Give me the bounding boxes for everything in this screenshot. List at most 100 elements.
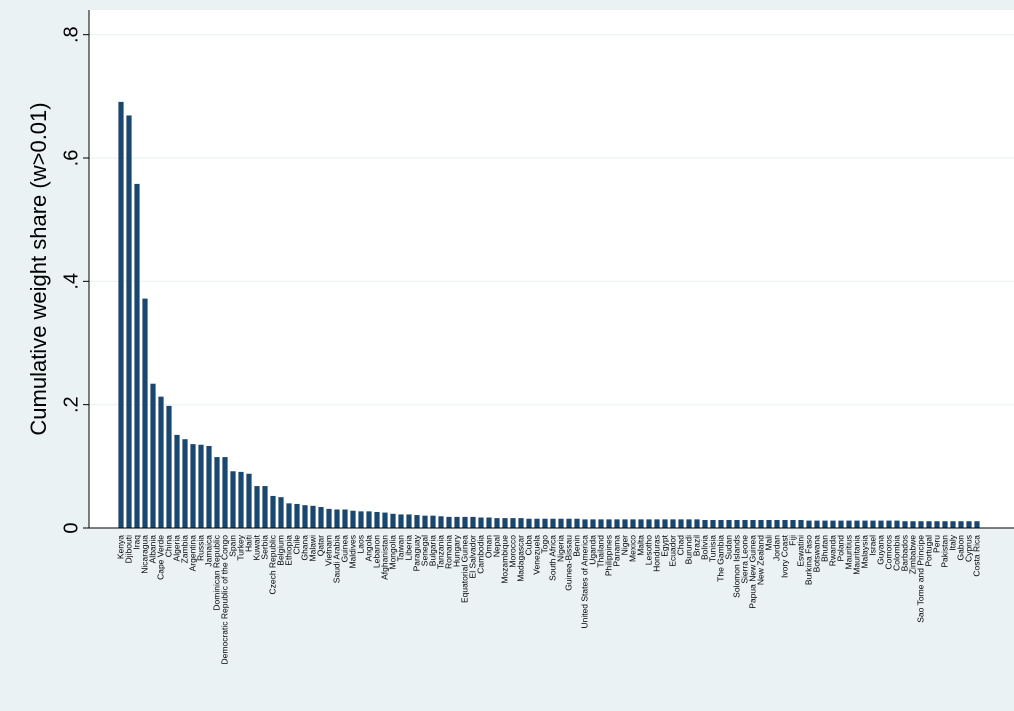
bar [422,515,428,528]
bar [702,519,708,528]
bar [886,520,892,528]
bar [942,521,948,528]
bar [406,514,412,528]
x-tick-label: Spain [227,535,237,557]
x-tick-label: Ecuador [667,535,677,567]
bar [926,521,932,528]
x-tick-label: Sierra Leone [739,535,749,584]
bar [766,519,772,528]
x-tick-label: South Africa [547,535,557,581]
x-tick-label: Bolivia [699,535,709,560]
bar [678,519,684,528]
x-tick-label: Ivory Coast [779,534,789,578]
bar [758,519,764,528]
x-tick-label: Bhutan [819,535,829,562]
bar [638,519,644,528]
x-tick-label: Guinea [339,535,349,563]
x-tick-label: Mauritius [843,535,853,569]
bar [366,511,372,528]
bar [534,518,540,528]
x-tick-label: Burundi [683,535,693,564]
bar [918,521,924,528]
x-tick-label: Dominican Republic [211,534,221,610]
bar [742,519,748,528]
bar [510,518,516,528]
bar [838,520,844,528]
bar [262,486,268,528]
bar [150,383,156,528]
bar [350,510,356,528]
x-tick-label: Thailand [595,535,605,568]
bar [502,518,508,528]
bar [622,519,628,528]
x-tick-label: Nigeria [555,535,565,562]
bar [814,520,820,528]
bar [654,519,660,528]
x-tick-label: Gabon [955,535,965,561]
bar [318,507,324,528]
x-tick-label: Tunisia [707,535,717,562]
x-tick-label: Angola [363,535,373,562]
x-tick-label: Italy [947,534,957,550]
bar [238,471,244,528]
bar [790,519,796,528]
bar [358,511,364,528]
bar [214,457,220,528]
x-tick-label: Chile [291,535,301,555]
x-tick-label: Maldives [347,535,357,569]
bar [806,520,812,528]
bar [446,516,452,528]
x-tick-label: Mexico [627,535,637,562]
bar [598,519,604,528]
bar [630,519,636,528]
bar [398,514,404,528]
bar [566,518,572,528]
x-tick-label: Cyprus [963,535,973,562]
bar [750,519,756,528]
x-tick-label: Madagascar [515,535,525,582]
x-tick-label: Malaysia [859,535,869,569]
bar [198,444,204,528]
bar [734,519,740,528]
bar [966,521,972,528]
x-tick-label: Algeria [171,535,181,562]
bar [286,503,292,528]
x-tick-label: Paraguay [411,534,421,571]
bar [662,519,668,528]
x-tick-label: The Gambia [715,535,725,582]
bar [518,518,524,528]
x-tick-label: Ghana [299,535,309,561]
x-tick-label: Jordan [771,535,781,561]
x-tick-label: Saudi Arabia [331,535,341,583]
x-tick-label: Vietnam [323,535,333,566]
x-tick-label: Taiwan [395,535,405,562]
bar [686,519,692,528]
x-tick-label: Mauritania [851,535,861,575]
x-tick-label: Togo [539,535,549,554]
x-tick-label: Afghanistan [379,535,389,580]
bar [342,509,348,528]
x-tick-label: Czech Republic [267,534,277,594]
x-tick-label: Argentina [187,535,197,572]
bar [414,515,420,528]
y-tick-label: .8 [60,26,82,43]
x-tick-label: Belgium [275,535,285,566]
bar [230,471,236,528]
bar [382,512,388,528]
x-tick-label: Pakistan [939,535,949,568]
x-tick-label: Philippines [603,535,613,576]
x-tick-label: Guyana [875,535,885,565]
x-tick-label: Comoros [883,535,893,569]
x-tick-label: Zambia [179,535,189,564]
x-tick-label: Solomon Islands [731,535,741,598]
x-tick-label: Kenya [115,535,125,559]
x-tick-label: Peru [931,535,941,553]
x-tick-label: Nicaragua [139,535,149,574]
bar [582,519,588,528]
bar [478,517,484,528]
x-tick-label: Mozambique [499,535,509,584]
bar [822,520,828,528]
x-tick-label: Honduras [651,535,661,572]
